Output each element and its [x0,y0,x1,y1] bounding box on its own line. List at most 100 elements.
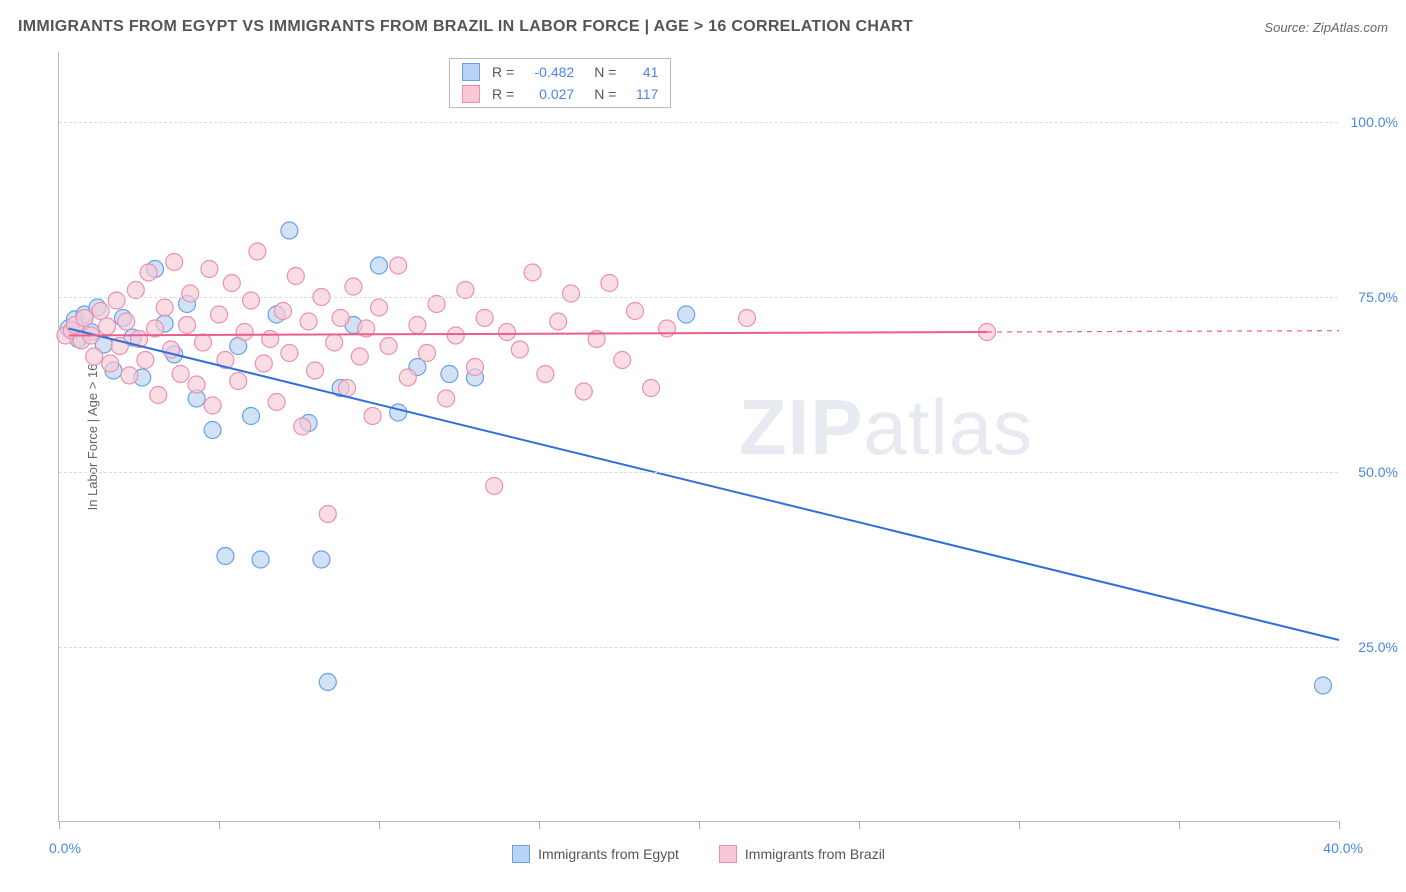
data-point [1315,677,1332,694]
data-point [156,299,173,316]
data-point [428,296,445,313]
gridline [59,297,1338,298]
chart-svg [59,52,1338,821]
data-point [499,324,516,341]
stat-r-value: -0.482 [522,64,574,80]
y-tick-label: 75.0% [1358,289,1398,305]
data-point [371,299,388,316]
data-point [457,282,474,299]
data-point [563,285,580,302]
data-point [211,306,228,323]
data-point [643,380,660,397]
stat-swatch [462,85,480,103]
data-point [275,303,292,320]
data-point [102,355,119,372]
data-point [195,334,212,351]
data-point [627,303,644,320]
data-point [678,306,695,323]
data-point [659,320,676,337]
data-point [524,264,541,281]
data-point [230,373,247,390]
stat-n-label: N = [594,86,616,102]
data-point [243,292,260,309]
title-bar: IMMIGRANTS FROM EGYPT VS IMMIGRANTS FROM… [18,18,1388,36]
data-point [188,376,205,393]
data-point [262,331,279,348]
legend-swatch [719,845,737,863]
data-point [409,317,426,334]
data-point [345,278,362,295]
data-point [739,310,756,327]
stat-row: R = -0.482 N = 41 [450,61,670,83]
x-tick [379,821,380,829]
data-point [108,292,125,309]
x-tick [219,821,220,829]
source-name: ZipAtlas.com [1313,20,1388,35]
data-point [467,359,484,376]
x-tick [59,821,60,829]
data-point [399,369,416,386]
data-point [76,310,93,327]
x-tick [1019,821,1020,829]
data-point [419,345,436,362]
data-point [182,285,199,302]
data-point [99,318,116,335]
x-tick [1179,821,1180,829]
data-point [252,551,269,568]
data-point [601,275,618,292]
legend-label: Immigrants from Egypt [538,846,679,862]
data-point [281,222,298,239]
legend: Immigrants from Egypt Immigrants from Bra… [59,845,1338,863]
data-point [537,366,554,383]
stat-r-label: R = [492,64,514,80]
source-attribution: Source: ZipAtlas.com [1264,20,1388,35]
data-point [438,390,455,407]
data-point [166,254,183,271]
data-point [236,324,253,341]
data-point [179,317,196,334]
legend-swatch [512,845,530,863]
gridline [59,122,1338,123]
data-point [281,345,298,362]
stat-n-value: 41 [624,64,658,80]
data-point [575,383,592,400]
trend-line [69,332,987,336]
data-point [313,551,330,568]
data-point [319,674,336,691]
stat-box: R = -0.482 N = 41 R = 0.027 N = 117 [449,58,671,108]
data-point [390,257,407,274]
y-tick-label: 50.0% [1358,464,1398,480]
trend-line-dashed [987,331,1339,332]
trend-line [69,329,1339,641]
chart-title: IMMIGRANTS FROM EGYPT VS IMMIGRANTS FROM… [18,18,913,36]
stat-r-value: 0.027 [522,86,574,102]
data-point [287,268,304,285]
data-point [201,261,218,278]
data-point [223,275,240,292]
plot-area: In Labor Force | Age > 16 ZIPatlas R = -… [58,52,1338,822]
data-point [326,334,343,351]
x-tick [539,821,540,829]
data-point [121,367,138,384]
data-point [294,418,311,435]
data-point [150,387,167,404]
data-point [217,548,234,565]
x-tick [859,821,860,829]
data-point [390,404,407,421]
data-point [476,310,493,327]
x-tick [1339,821,1340,829]
data-point [380,338,397,355]
data-point [137,352,154,369]
data-point [118,313,135,330]
data-point [339,380,356,397]
legend-item: Immigrants from Brazil [719,845,885,863]
stat-r-label: R = [492,86,514,102]
data-point [172,366,189,383]
data-point [364,408,381,425]
data-point [300,313,317,330]
data-point [255,355,272,372]
data-point [249,243,266,260]
data-point [86,348,103,365]
data-point [92,303,109,320]
gridline [59,647,1338,648]
